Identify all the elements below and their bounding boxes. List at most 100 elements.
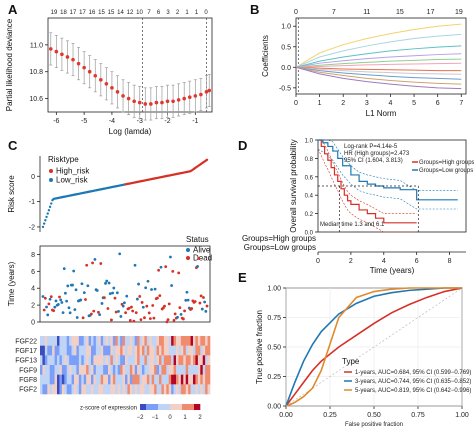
heatmap-cell bbox=[161, 384, 165, 395]
heatmap-cell bbox=[74, 355, 77, 366]
heatmap-cell bbox=[86, 374, 89, 385]
heatmap-cell bbox=[161, 336, 165, 346]
heatmap-cell bbox=[76, 336, 80, 346]
heatmap-cell bbox=[193, 336, 196, 346]
heatmap-cell bbox=[78, 345, 82, 356]
heatmap-cell bbox=[207, 374, 211, 385]
ci-upper bbox=[318, 139, 458, 191]
status-point bbox=[95, 289, 99, 292]
heatmap-cell bbox=[44, 374, 48, 385]
status-point bbox=[198, 301, 202, 305]
heatmap-cell bbox=[173, 374, 177, 385]
coefficient-path bbox=[295, 66, 462, 72]
risk-table-high-label: Groups=High groups bbox=[242, 234, 316, 243]
heatmap-cell bbox=[205, 365, 208, 375]
gene-label: FGF13 bbox=[15, 358, 37, 365]
heatmap-cell bbox=[100, 345, 104, 356]
status-point bbox=[176, 315, 179, 319]
colorbar-cell bbox=[157, 404, 159, 410]
y-tick-label: 0.5 bbox=[281, 44, 291, 51]
colorbar-cell bbox=[175, 404, 177, 410]
heatmap-cell bbox=[52, 365, 55, 375]
top-axis-label: 0 bbox=[294, 9, 298, 16]
colorbar-cell bbox=[142, 404, 144, 410]
heatmap-cell bbox=[112, 374, 116, 385]
heatmap-cell bbox=[100, 374, 104, 385]
colorbar-cell bbox=[158, 404, 160, 410]
heatmap-cell bbox=[69, 365, 72, 375]
heatmap-cell bbox=[61, 365, 65, 375]
heatmap-cell bbox=[103, 336, 106, 346]
time-y-label: Time (years) bbox=[7, 261, 16, 306]
heatmap-cell bbox=[129, 365, 133, 375]
heatmap-cell bbox=[100, 355, 104, 366]
heatmap-cell bbox=[71, 365, 75, 375]
legend-high-label: High_risk bbox=[56, 167, 90, 176]
deviance-point bbox=[65, 55, 70, 59]
heatmap-cell bbox=[137, 365, 140, 375]
roc-curve bbox=[285, 287, 463, 407]
heatmap-cell bbox=[183, 355, 187, 366]
heatmap-cell bbox=[95, 374, 99, 385]
deviance-point bbox=[171, 99, 175, 104]
heatmap-cell bbox=[125, 345, 128, 356]
heatmap-cell bbox=[47, 336, 51, 346]
heatmap-cell bbox=[103, 345, 106, 356]
heatmap-cell bbox=[69, 345, 72, 356]
heatmap-cell bbox=[129, 345, 133, 356]
heatmap-cell bbox=[195, 365, 199, 375]
heatmap-cell bbox=[156, 374, 160, 385]
heatmap-cell bbox=[86, 355, 89, 366]
status-point bbox=[104, 281, 107, 285]
x-tick-label: 0.50 bbox=[367, 412, 381, 419]
colorbar-tick: 2 bbox=[198, 415, 202, 421]
risktype-legend-title: Risktype bbox=[48, 155, 79, 164]
status-point bbox=[159, 265, 163, 269]
heatmap-cell bbox=[71, 384, 75, 395]
status-point bbox=[46, 313, 50, 317]
colorbar-cell bbox=[154, 404, 156, 410]
status-point bbox=[61, 311, 65, 315]
y-tick-label: 0.25 bbox=[267, 374, 281, 381]
colorbar-cell bbox=[191, 404, 193, 410]
status-point bbox=[202, 296, 205, 299]
status-point bbox=[200, 307, 204, 311]
heatmap-cell bbox=[142, 345, 145, 356]
colorbar-cell bbox=[193, 404, 195, 410]
heatmap-cell bbox=[132, 365, 136, 375]
heatmap-cell bbox=[161, 374, 165, 385]
status-point bbox=[73, 308, 77, 312]
x-tick-label: 2 bbox=[349, 258, 353, 265]
y-tick-label: 1.00 bbox=[267, 286, 281, 293]
heatmap-cell bbox=[95, 345, 99, 356]
heatmap-cell bbox=[168, 384, 172, 395]
risk-table-low-label: Groups=Low groups bbox=[244, 243, 316, 252]
heatmap-cell bbox=[134, 374, 138, 385]
heatmap-cell bbox=[93, 374, 97, 385]
y-tick-label: 0.4 bbox=[305, 194, 314, 200]
risk-point bbox=[47, 209, 51, 212]
heatmap-cell bbox=[193, 345, 196, 356]
status-point bbox=[137, 282, 140, 286]
colorbar-cell bbox=[183, 404, 185, 410]
status-point bbox=[91, 261, 94, 265]
gene-label: FGF2 bbox=[19, 387, 37, 394]
heatmap-cell bbox=[40, 345, 43, 356]
status-point bbox=[72, 269, 76, 273]
heatmap-cell bbox=[69, 355, 72, 366]
status-point bbox=[79, 298, 83, 302]
x-tick-label: 0.75 bbox=[411, 412, 425, 419]
heatmap-cell bbox=[40, 336, 43, 346]
heatmap-cell bbox=[49, 355, 53, 366]
heatmap-cell bbox=[205, 355, 208, 366]
heatmap-cell bbox=[122, 374, 126, 385]
coefficient-path bbox=[295, 66, 462, 80]
colorbar-cell bbox=[173, 404, 175, 410]
panel-letter-e: E bbox=[238, 270, 247, 285]
heatmap-cell bbox=[134, 355, 138, 366]
heatmap-cell bbox=[173, 345, 177, 356]
deviance-point bbox=[193, 94, 198, 98]
heatmap-cell bbox=[193, 384, 196, 395]
heatmap-cell bbox=[154, 365, 157, 375]
heatmap-cell bbox=[117, 374, 121, 385]
